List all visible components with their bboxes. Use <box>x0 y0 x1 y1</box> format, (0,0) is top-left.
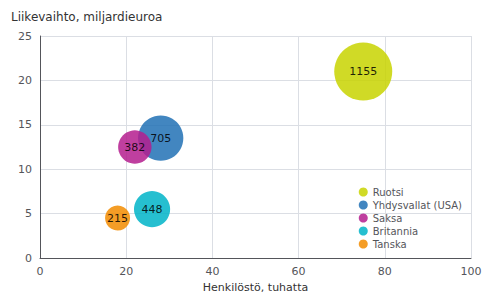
svg-text:40: 40 <box>205 265 219 278</box>
svg-text:0: 0 <box>37 265 44 278</box>
svg-text:Tanska: Tanska <box>372 239 407 250</box>
svg-text:80: 80 <box>378 265 392 278</box>
svg-text:1155: 1155 <box>349 65 377 78</box>
svg-text:705: 705 <box>150 132 171 145</box>
svg-text:15: 15 <box>18 118 32 131</box>
svg-text:60: 60 <box>292 265 306 278</box>
svg-text:215: 215 <box>107 212 128 225</box>
svg-text:Liikevaihto, miljardieuroa: Liikevaihto, miljardieuroa <box>11 10 162 24</box>
svg-text:20: 20 <box>18 74 32 87</box>
svg-text:Yhdysvallat (USA): Yhdysvallat (USA) <box>372 200 462 211</box>
svg-text:5: 5 <box>25 207 32 220</box>
svg-text:Saksa: Saksa <box>373 213 403 224</box>
svg-text:382: 382 <box>124 141 145 154</box>
svg-text:0: 0 <box>25 252 32 265</box>
svg-text:Henkilöstö, tuhatta: Henkilöstö, tuhatta <box>203 281 308 294</box>
svg-text:Ruotsi: Ruotsi <box>373 187 404 198</box>
svg-text:10: 10 <box>18 163 32 176</box>
svg-text:448: 448 <box>142 203 163 216</box>
svg-text:25: 25 <box>18 30 32 43</box>
svg-text:100: 100 <box>461 265 482 278</box>
svg-text:20: 20 <box>119 265 133 278</box>
svg-text:Britannia: Britannia <box>373 226 418 237</box>
